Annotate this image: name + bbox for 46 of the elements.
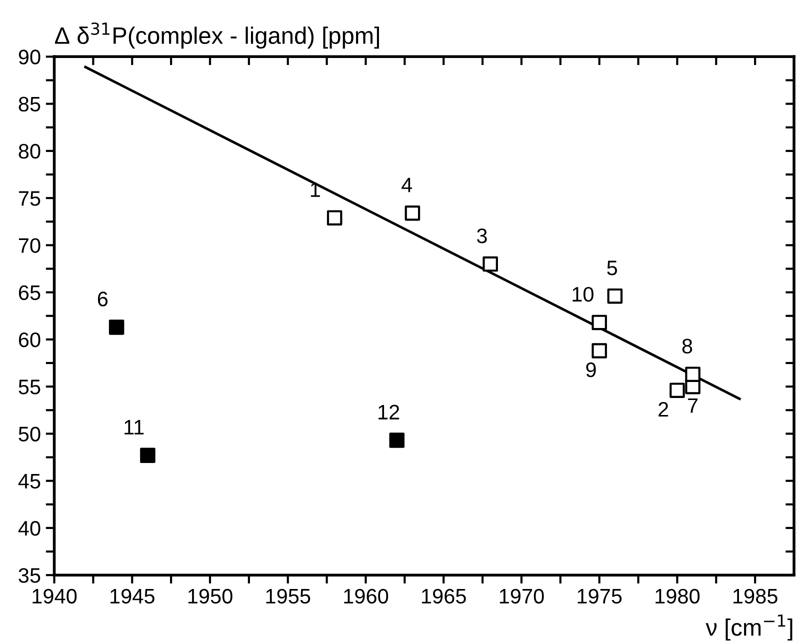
x-tick-label: 1975 [578,588,622,604]
annotation: 3 [476,228,487,244]
x-tick-label: 1980 [656,588,700,604]
point [108,320,124,335]
x-tick-label: 1965 [422,588,466,604]
point [389,432,405,448]
annotation: 7 [688,398,698,413]
point [140,448,156,464]
x-axis-title: ν [cm$^{−1}$] [706,614,792,641]
point [592,314,607,330]
y-tick-label: 35 [18,568,40,583]
point [482,256,498,272]
y-tick-label: 40 [18,520,40,536]
point [404,206,420,221]
x-tick-label: 1940 [32,588,77,604]
point [670,382,685,398]
y-tick-label: 75 [18,191,40,206]
x-tick-label: 1950 [188,588,232,604]
x-tick-label: 1955 [266,588,310,604]
y-tick-label: 55 [18,380,40,394]
point [607,288,623,304]
annotation: 11 [124,420,144,434]
annotation: 9 [586,362,596,378]
y-tick-label: 50 [18,426,40,442]
annotation: 10 [572,286,594,302]
annotation: 6 [98,292,108,306]
annotation: 4 [402,178,412,192]
point [685,366,700,382]
y-axis-title: Δ δ$^{31}$P(complex - ligand) [ppm] [54,22,379,49]
annotation: 8 [682,338,692,354]
y-tick-label: 45 [18,474,40,489]
annotation: 2 [658,402,668,417]
annotation: 12 [378,404,400,420]
y-tick-label: 85 [18,96,40,112]
y-tick-label: 70 [18,238,40,253]
x-tick-label: 1945 [110,588,154,604]
x-tick-label: 1985 [733,588,778,604]
point [592,343,607,358]
x-tick-label: 1960 [344,588,388,604]
annotation: 5 [607,260,618,276]
x-tick-label: 1970 [500,588,544,604]
y-tick-label: 60 [18,332,40,348]
point [326,210,342,226]
y-tick-label: 90 [18,50,40,64]
y-tick-label: 80 [18,144,40,159]
y-tick-label: 65 [18,285,40,300]
